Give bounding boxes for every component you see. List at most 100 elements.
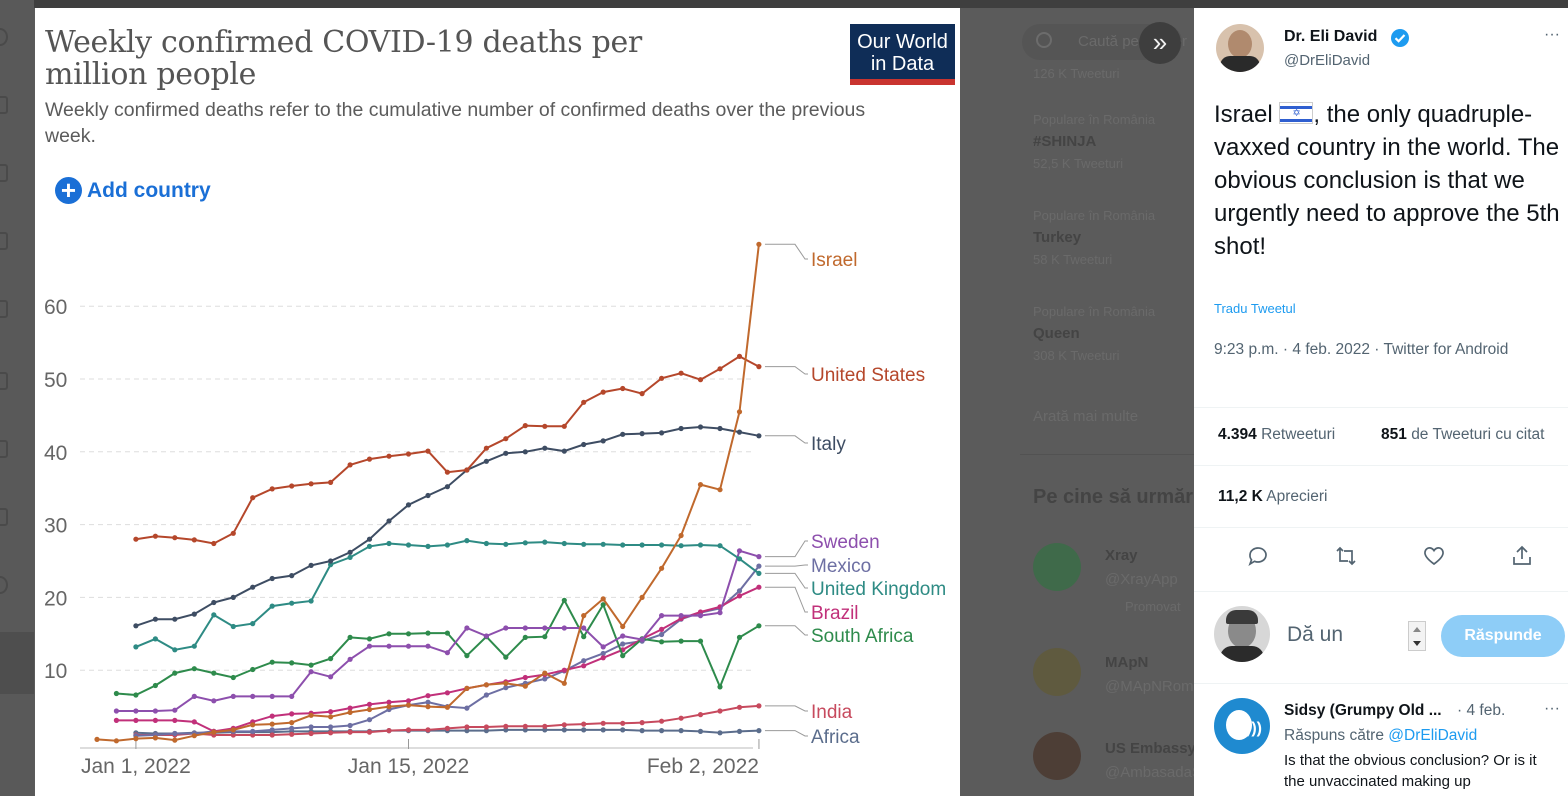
author-avatar[interactable] — [1216, 24, 1264, 72]
retweet-icon[interactable] — [1334, 544, 1358, 568]
explore-icon[interactable] — [0, 164, 8, 182]
notifications-icon[interactable] — [0, 232, 8, 250]
data-point — [659, 626, 665, 633]
add-country-button[interactable]: + Add country — [55, 177, 211, 204]
series-label: Mexico — [811, 556, 871, 577]
bookmarks-icon[interactable] — [0, 372, 8, 390]
data-point — [483, 728, 489, 734]
current-user-avatar[interactable] — [1214, 606, 1270, 662]
data-point — [503, 723, 509, 729]
reply-date[interactable]: · 4 feb. — [1457, 702, 1506, 719]
data-point — [503, 541, 509, 547]
data-point — [756, 570, 762, 577]
data-point — [678, 715, 684, 721]
data-point — [464, 653, 470, 659]
lists-icon[interactable] — [0, 440, 8, 458]
data-point — [230, 727, 236, 733]
more-icon[interactable]: ··· — [1544, 26, 1560, 43]
data-point — [522, 634, 528, 641]
messages-icon[interactable] — [0, 300, 8, 318]
author-handle[interactable]: @DrEliDavid — [1284, 52, 1371, 69]
x-tick-label: Feb 2, 2022 — [647, 755, 759, 778]
reply-author[interactable]: Sidsy (Grumpy Old ... — [1284, 702, 1442, 719]
trend-item[interactable]: Populare în România Queen 308 K Tweeturi — [1033, 304, 1155, 363]
trend-name: Queen — [1033, 325, 1080, 342]
owid-logo[interactable]: Our World in Data — [850, 24, 955, 85]
label-connector — [764, 540, 808, 558]
trend-item[interactable]: Populare în România Turkey 58 K Tweeturi — [1033, 208, 1155, 267]
data-point — [191, 733, 197, 739]
trend-count: 58 K Tweeturi — [1033, 252, 1113, 267]
reply-button[interactable]: Răspunde — [1441, 615, 1565, 657]
translate-link[interactable]: Tradu Tweetul — [1214, 301, 1296, 316]
data-point — [133, 623, 139, 629]
divider — [1194, 683, 1568, 684]
data-point — [425, 543, 431, 550]
data-point — [172, 717, 178, 724]
data-point — [211, 599, 217, 606]
data-point — [581, 658, 587, 664]
data-point — [191, 643, 197, 649]
like-icon[interactable] — [1422, 544, 1446, 568]
data-point — [659, 718, 665, 724]
home-icon[interactable] — [0, 96, 8, 114]
trends-sidebar: Caută pe Twitter » 126 K Tweeturi Popula… — [960, 8, 1194, 796]
data-point — [639, 720, 645, 726]
data-point — [347, 462, 353, 468]
expand-icon[interactable]: » — [1139, 22, 1181, 64]
reply-avatar[interactable]: ))) — [1214, 698, 1270, 754]
data-point — [697, 728, 704, 735]
y-tick-label: 40 — [44, 442, 67, 465]
data-point — [736, 728, 743, 735]
data-point — [697, 712, 704, 718]
series-label: South Africa — [811, 626, 914, 647]
show-more-link[interactable]: Arată mai multe — [1033, 408, 1139, 425]
retweets-stat[interactable]: 4.394 Retweeturi — [1218, 426, 1335, 444]
trend-name: Turkey — [1033, 229, 1082, 246]
series-line — [96, 244, 760, 742]
account-handle: @AmbasadaSUA — [1105, 764, 1194, 781]
data-point — [659, 430, 665, 436]
data-point — [697, 609, 704, 615]
share-icon[interactable] — [1510, 544, 1534, 568]
data-point — [678, 543, 684, 549]
retweets-label: Retweeturi — [1261, 426, 1336, 443]
data-point — [736, 429, 743, 435]
data-point — [736, 556, 743, 562]
replying-to-link[interactable]: @DrEliDavid — [1388, 727, 1478, 744]
reply-input[interactable]: Dă un — [1287, 623, 1344, 646]
data-point — [366, 456, 373, 462]
label-connector — [764, 730, 808, 737]
divider — [1194, 407, 1568, 408]
data-point — [366, 701, 373, 708]
tweet-text-part1: Israel — [1214, 101, 1280, 128]
profile-icon[interactable] — [0, 508, 8, 526]
series-label: Italy — [811, 434, 846, 455]
reply-icon[interactable] — [1246, 544, 1270, 568]
data-point — [347, 722, 353, 729]
left-sidebar — [0, 0, 34, 796]
data-point — [133, 708, 139, 714]
data-point — [289, 600, 295, 606]
data-point — [172, 737, 178, 743]
data-point — [172, 647, 178, 653]
trend-item[interactable]: Populare în România #SHINJA 52,5 K Tweet… — [1033, 112, 1155, 171]
reply-input-scroller[interactable] — [1408, 621, 1426, 651]
trend-count: 308 K Tweeturi — [1033, 348, 1120, 363]
more-icon[interactable] — [0, 576, 8, 594]
data-point — [522, 674, 528, 681]
likes-stat[interactable]: 11,2 K Aprecieri — [1218, 488, 1327, 506]
author-name[interactable]: Dr. Eli David — [1284, 28, 1378, 45]
data-point — [444, 725, 450, 732]
more-icon[interactable]: ··· — [1544, 700, 1560, 717]
logo-icon[interactable] — [0, 28, 8, 46]
data-point — [113, 738, 119, 744]
data-point — [756, 433, 762, 439]
israel-flag-icon: ✡ — [1279, 102, 1314, 124]
tweet-nav-button[interactable] — [0, 632, 34, 694]
data-point — [269, 693, 275, 700]
data-point — [172, 707, 178, 713]
data-point — [328, 714, 334, 720]
quotes-stat[interactable]: 851 de Tweeturi cu citat — [1381, 426, 1544, 444]
data-point — [464, 625, 470, 631]
